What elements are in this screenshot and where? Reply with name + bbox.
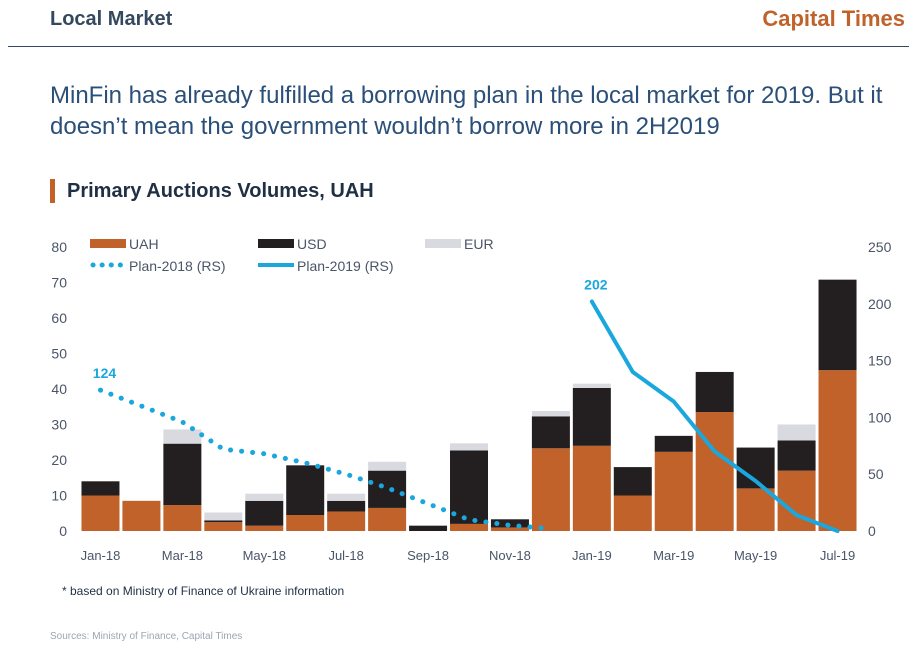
bar-segment-eur: [368, 461, 407, 471]
y-left-tick-label: 80: [51, 239, 67, 255]
x-tick-label: Jul-19: [820, 548, 855, 563]
header-divider: [8, 46, 909, 47]
bar-segment-usd: [531, 416, 570, 449]
bar-segment-eur: [450, 443, 488, 451]
bar-segment-eur: [327, 493, 366, 501]
bar-segment-usd: [450, 450, 488, 524]
bar-segment-eur: [531, 411, 570, 417]
y-left-tick-label: 0: [59, 523, 67, 539]
bar-segment-usd: [327, 500, 366, 512]
y-left-tick-label: 50: [51, 346, 67, 362]
plan-2019-line: [589, 299, 840, 533]
bar-segment-uah: [490, 527, 529, 531]
bar-segment-usd: [613, 467, 652, 496]
x-tick-label: Jan-19: [572, 548, 612, 563]
bar-segment-uah: [736, 488, 775, 531]
chart-title-text: Primary Auctions Volumes, UAH: [67, 179, 374, 202]
plan-2018-line: [97, 387, 554, 532]
y-left-tick-label: 10: [51, 488, 67, 504]
y-left-tick-label: 70: [51, 275, 67, 291]
bar-segment-uah: [204, 522, 243, 531]
y-right-tick-label: 0: [868, 523, 876, 539]
chart-title: Primary Auctions Volumes, UAH: [50, 179, 374, 203]
source-note: Sources: Ministry of Finance, Capital Ti…: [50, 631, 243, 642]
y-right-tick-label: 200: [868, 296, 892, 312]
x-tick-label: Mar-18: [162, 548, 203, 563]
brand-logo: Capital Times: [762, 6, 905, 31]
bar-segment-eur: [163, 429, 202, 444]
legend-label: Plan-2018 (RS): [129, 258, 226, 274]
bar-segment-uah: [368, 507, 407, 531]
section-title: Local Market: [50, 8, 173, 30]
x-tick-label: Jan-18: [81, 548, 121, 563]
data-label: 202: [584, 277, 608, 293]
bar-segment-uah: [286, 515, 325, 531]
bar-segment-uah: [163, 505, 202, 531]
bar-segment-uah: [654, 451, 693, 531]
y-left-tick-label: 40: [51, 381, 67, 397]
legend-swatch-eur: [425, 239, 461, 248]
bar-segment-usd: [81, 481, 120, 496]
bar-segment-eur: [204, 512, 243, 521]
y-left-tick-label: 20: [51, 452, 67, 468]
y-left-tick-label: 60: [51, 310, 67, 326]
headline: MinFin has already fulfilled a borrowing…: [50, 82, 883, 140]
bar-segment-uah: [122, 500, 161, 531]
legend-swatch-uah: [90, 239, 126, 248]
y-right-tick-label: 100: [868, 409, 892, 425]
bar-segment-uah: [613, 495, 652, 531]
y-right-tick-label: 250: [868, 239, 892, 255]
bar-segment-usd: [368, 470, 407, 508]
y-right-tick-label: 150: [868, 353, 892, 369]
x-tick-label: Sep-18: [407, 548, 449, 563]
bar-segment-eur: [777, 424, 816, 441]
legend-label: USD: [297, 236, 327, 252]
data-label: 124: [93, 365, 117, 381]
bar-segment-uah: [531, 448, 570, 531]
y-right-tick-label: 50: [868, 466, 884, 482]
bar-segment-usd: [490, 519, 529, 528]
bar-segment-usd: [695, 371, 734, 413]
bar-segment-usd: [818, 279, 857, 371]
bar-segment-uah: [327, 511, 366, 531]
bar-segment-usd: [654, 435, 693, 452]
bar-segment-usd: [286, 465, 325, 516]
bar-segment-eur: [572, 383, 611, 388]
auction-volumes-chart: 0 10 20 30 40 50 60 70 80 0 50 100 150 200 250 Jan-18 Ma…: [51, 236, 892, 563]
bar-segment-uah: [81, 495, 120, 531]
bar-segment-uah: [450, 523, 488, 531]
bar-segment-uah: [818, 370, 857, 531]
bar-segment-uah: [245, 525, 284, 531]
x-tick-label: Nov-18: [489, 548, 531, 563]
bar-segment-eur: [245, 493, 284, 501]
legend-label: Plan-2019 (RS): [297, 258, 394, 274]
legend-label: EUR: [464, 236, 494, 252]
bar-segment-usd: [572, 387, 611, 446]
bar-segment-usd: [245, 500, 284, 526]
title-accent-bar: [50, 179, 55, 203]
footnote: * based on Ministry of Finance of Ukrain…: [62, 584, 345, 598]
bar-segment-usd: [409, 525, 448, 531]
x-tick-label: May-18: [243, 548, 286, 563]
bar-segment-uah: [572, 445, 611, 531]
legend-label: UAH: [129, 236, 159, 252]
x-tick-label: Jul-18: [328, 548, 363, 563]
x-tick-label: May-19: [734, 548, 777, 563]
bar-segment-usd: [777, 440, 816, 471]
bar-segment-usd: [204, 520, 243, 523]
y-left-tick-label: 30: [51, 417, 67, 433]
legend-swatch-usd: [258, 239, 294, 248]
x-tick-label: Mar-19: [653, 548, 694, 563]
bar-segment-usd: [163, 443, 202, 506]
bar-segment-uah: [695, 412, 734, 531]
